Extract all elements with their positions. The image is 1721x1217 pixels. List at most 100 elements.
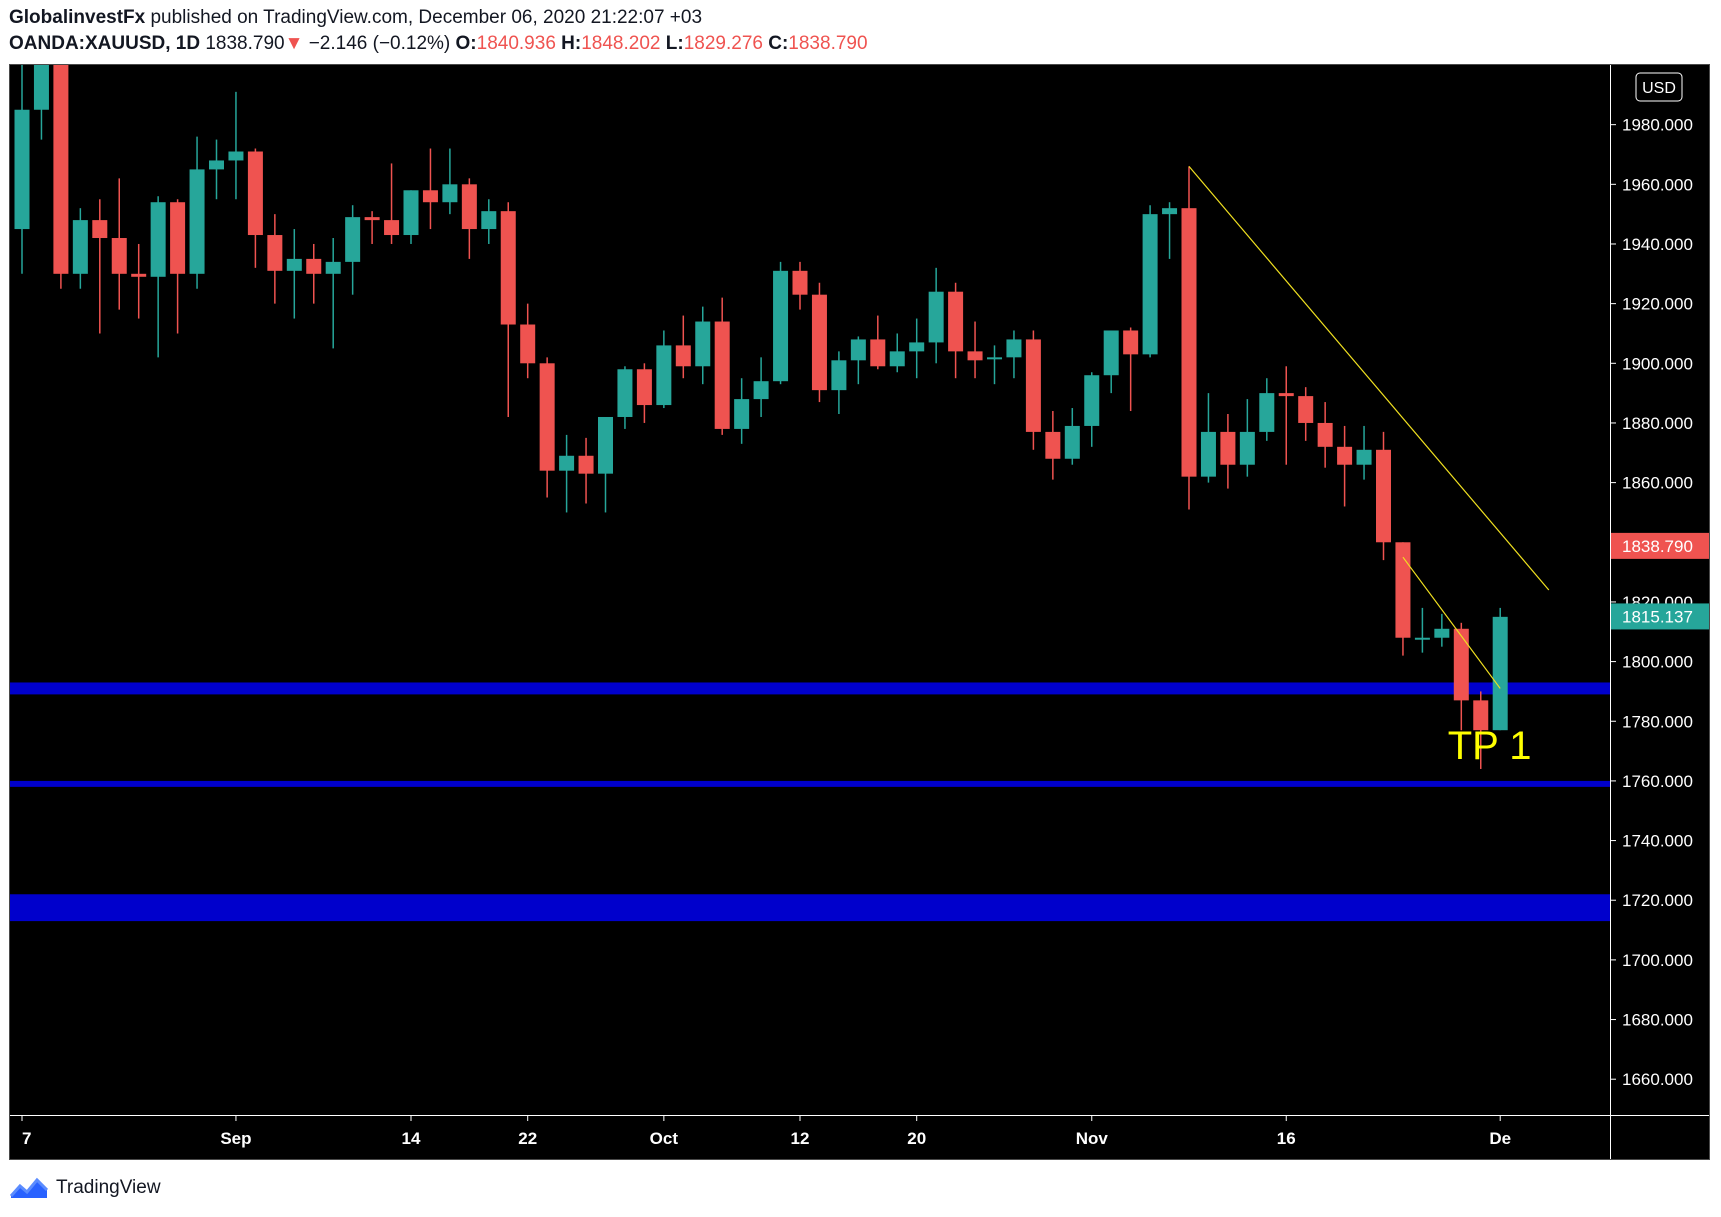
candle-body — [189, 169, 205, 274]
candle-62 — [1220, 414, 1236, 489]
candle-body — [286, 258, 302, 271]
tradingview-brand[interactable]: TradingView — [10, 1176, 161, 1200]
brand-name: TradingView — [56, 1177, 161, 1198]
candle-body — [345, 217, 361, 262]
candle-1 — [33, 65, 49, 140]
candle-32 — [636, 363, 652, 423]
candle-body — [1025, 339, 1041, 432]
candle-body — [559, 455, 575, 471]
candle-22 — [442, 148, 458, 215]
candle-body — [1453, 628, 1469, 701]
candle-19 — [384, 163, 400, 244]
candle-58 — [1142, 205, 1158, 358]
publish-info: GlobalinvestFx published on TradingView.… — [9, 7, 702, 29]
candle-body — [306, 258, 322, 274]
candle-body — [1356, 449, 1372, 465]
candle-body — [1006, 339, 1022, 358]
candle-body — [870, 339, 886, 367]
candle-body — [773, 270, 789, 382]
tradingview-logo-icon — [10, 1177, 48, 1198]
candle-34 — [675, 315, 691, 379]
candle-body — [1123, 330, 1139, 355]
candle-14 — [286, 229, 302, 319]
candle-body — [72, 220, 88, 274]
candle-0 — [14, 65, 30, 274]
candle-body — [53, 65, 69, 274]
candle-body — [403, 190, 419, 236]
candle-4 — [92, 199, 108, 334]
price-label-bg-1 — [1611, 603, 1709, 630]
candle-12 — [247, 148, 263, 268]
candle-body — [1414, 637, 1430, 640]
low-value: 1829.276 — [683, 33, 763, 54]
currency-button — [1635, 72, 1683, 102]
candle-body — [131, 273, 147, 277]
candle-body — [831, 360, 847, 391]
candle-23 — [461, 178, 477, 259]
trendline-secondary — [1402, 556, 1501, 689]
currency-label: USD — [1642, 80, 1676, 97]
price-label-bg-0 — [1611, 532, 1709, 559]
candle-16 — [325, 238, 341, 349]
candle-72 — [1414, 607, 1430, 653]
candle-7 — [150, 196, 166, 358]
plot-area: TP 1 — [10, 65, 1610, 922]
candle-51 — [1006, 330, 1022, 379]
candle-body — [1298, 396, 1314, 423]
candle-body — [675, 345, 691, 367]
candle-76 — [1492, 607, 1508, 731]
candle-37 — [734, 378, 750, 444]
chart-header: GlobalinvestFx published on TradingView.… — [0, 0, 1721, 64]
candle-25 — [500, 202, 516, 417]
candle-body — [753, 381, 769, 400]
candle-body — [1084, 375, 1100, 426]
candle-48 — [948, 282, 964, 379]
candle-body — [247, 151, 263, 236]
candle-body — [1434, 628, 1450, 638]
candle-64 — [1259, 378, 1275, 441]
price-change: −2.146 (−0.12%) — [308, 33, 451, 54]
candle-body — [33, 65, 49, 110]
candle-44 — [870, 315, 886, 370]
published-text: published on TradingView.com, December 0… — [150, 7, 703, 28]
candle-body — [734, 399, 750, 429]
x-tick-label: Nov — [1076, 1129, 1109, 1148]
support-zone-1 — [10, 780, 1610, 787]
candle-70 — [1376, 431, 1391, 561]
candle-body — [325, 261, 341, 274]
trendline — [1188, 166, 1550, 591]
candle-body — [1142, 214, 1158, 355]
candle-body — [500, 211, 516, 325]
down-arrow-icon: ▼ — [284, 33, 304, 54]
candle-65 — [1278, 366, 1294, 465]
candle-body — [1200, 431, 1216, 477]
candle-body — [481, 211, 497, 230]
high-value: 1848.202 — [581, 33, 661, 54]
candle-body — [92, 220, 108, 239]
candle-27 — [539, 357, 555, 498]
symbol-label[interactable]: OANDA:XAUUSD, 1D — [9, 33, 201, 54]
candle-68 — [1337, 425, 1353, 507]
candle-47 — [928, 267, 944, 364]
y-tick-label: 1940.000 — [1622, 235, 1693, 254]
candle-63 — [1239, 399, 1255, 477]
candle-36 — [714, 297, 730, 435]
candle-body — [695, 321, 711, 367]
candle-46 — [909, 318, 925, 379]
y-tick-label: 1920.000 — [1622, 295, 1693, 314]
candle-body — [228, 151, 244, 161]
candle-74 — [1453, 622, 1469, 731]
y-tick-label: 1980.000 — [1622, 116, 1693, 135]
price-label-0: 1838.790 — [1622, 537, 1693, 556]
support-zone-2 — [10, 894, 1610, 922]
candle-31 — [617, 366, 633, 429]
candlestick-chart[interactable]: TP 1 1660.000 1680.000 1700.000 1720.000 1740… — [10, 65, 1709, 1159]
y-tick-label: 1680.000 — [1622, 1011, 1693, 1030]
candle-body — [1239, 431, 1255, 465]
candle-21 — [422, 148, 438, 230]
author-name[interactable]: GlobalinvestFx — [9, 7, 146, 28]
chart-panel[interactable]: TP 1 1660.000 1680.000 1700.000 1720.000 1740… — [9, 64, 1710, 1160]
candle-42 — [831, 351, 847, 415]
candle-body — [889, 351, 905, 367]
candle-8 — [170, 199, 186, 334]
